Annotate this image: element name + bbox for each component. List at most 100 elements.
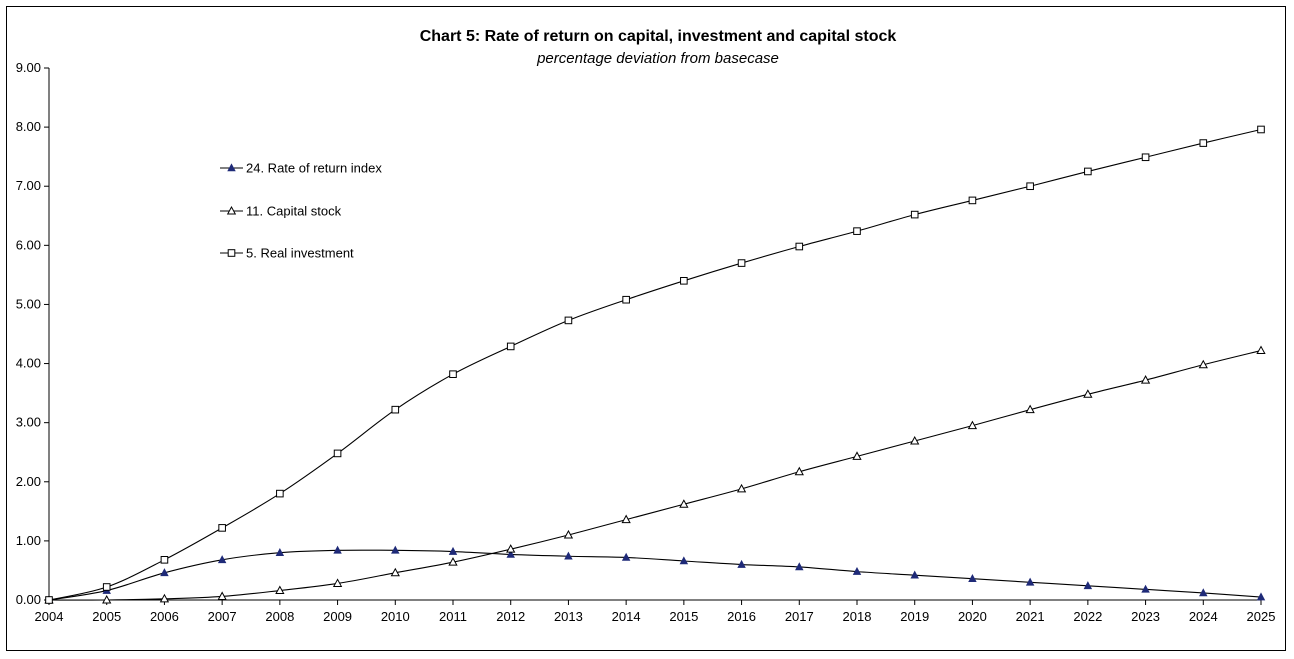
data-point	[968, 196, 977, 205]
data-point	[794, 466, 804, 476]
data-point	[218, 524, 226, 532]
x-tick-label: 2015	[669, 609, 698, 624]
data-point	[795, 562, 804, 571]
data-point	[102, 583, 111, 591]
data-point	[332, 578, 343, 587]
data-point	[1199, 139, 1208, 147]
data-point	[910, 570, 919, 579]
chart-subtitle: percentage deviation from basecase	[536, 50, 779, 67]
y-tick-label: 4.00	[16, 356, 41, 371]
data-point	[333, 449, 342, 458]
x-tick-label: 2010	[381, 609, 410, 624]
data-point	[1198, 359, 1208, 369]
legend-item: 24. Rate of return index	[220, 161, 382, 176]
data-point	[910, 210, 919, 219]
series-line	[48, 128, 1262, 601]
data-point	[852, 451, 862, 460]
data-point	[160, 556, 169, 564]
data-point	[679, 556, 689, 565]
data-point	[563, 529, 574, 539]
y-tick-label: 5.00	[16, 296, 41, 311]
data-point	[564, 551, 573, 560]
data-point	[737, 559, 746, 568]
legend-item: 5. Real investment	[220, 246, 354, 261]
y-tick-label: 2.00	[16, 474, 41, 489]
legend-marker	[227, 249, 236, 257]
data-point	[390, 567, 400, 577]
data-point	[506, 544, 516, 553]
data-point	[160, 568, 169, 577]
data-point	[737, 259, 746, 267]
data-point	[1256, 592, 1266, 601]
x-tick-label: 2018	[843, 609, 872, 624]
data-point	[853, 227, 861, 235]
data-point	[448, 546, 458, 555]
data-point	[333, 545, 342, 554]
legend-item: 11. Capital stock	[220, 204, 342, 219]
data-point	[217, 555, 227, 564]
data-point	[45, 596, 53, 604]
x-tick-label: 2023	[1131, 609, 1160, 624]
data-point	[564, 316, 573, 325]
data-point	[102, 594, 112, 604]
data-point	[1083, 581, 1093, 590]
data-point	[679, 499, 689, 508]
x-tick-label: 2020	[958, 609, 987, 624]
chart-title: Chart 5: Rate of return on capital, inve…	[420, 28, 897, 45]
series-2	[44, 345, 1266, 604]
x-tick-label: 2019	[900, 609, 929, 624]
x-tick-label: 2021	[1016, 609, 1045, 624]
series-3	[45, 125, 1265, 604]
y-tick-label: 7.00	[16, 178, 41, 193]
legend-label: 5. Real investment	[246, 246, 354, 261]
data-point	[622, 295, 630, 304]
x-tick-label: 2004	[35, 609, 64, 624]
x-tick-label: 2024	[1189, 609, 1218, 624]
data-point	[1025, 404, 1035, 414]
data-point	[1083, 389, 1093, 398]
data-point	[621, 552, 631, 561]
data-point	[680, 277, 688, 285]
legend-label: 11. Capital stock	[246, 204, 342, 219]
data-point	[276, 489, 284, 498]
series-layer	[44, 125, 1266, 604]
data-point	[217, 591, 227, 600]
data-point	[910, 435, 920, 445]
data-point	[159, 593, 170, 603]
x-tick-label: 2014	[612, 609, 641, 624]
y-tick-label: 0.00	[16, 592, 41, 607]
data-point	[1256, 345, 1266, 355]
data-point	[967, 420, 978, 430]
x-tick-label: 2006	[150, 609, 179, 624]
data-point	[968, 574, 977, 583]
data-point	[621, 514, 631, 524]
data-point	[448, 557, 458, 566]
data-point	[391, 545, 400, 554]
data-point	[506, 549, 515, 558]
series-line	[48, 549, 1262, 601]
data-point	[506, 342, 515, 351]
y-tick-label: 6.00	[16, 237, 41, 252]
legend-marker	[226, 205, 237, 215]
legend: 24. Rate of return index 11. Capital stoc…	[220, 161, 382, 261]
data-point	[1257, 125, 1265, 134]
x-tick-label: 2012	[496, 609, 525, 624]
data-point	[275, 548, 285, 557]
data-point	[736, 483, 747, 493]
x-tick-label: 2017	[785, 609, 814, 624]
data-point	[1026, 182, 1034, 191]
data-point	[449, 370, 457, 378]
x-tick-label: 2008	[265, 609, 294, 624]
data-point	[795, 242, 804, 251]
data-point	[852, 566, 862, 575]
legend-marker	[227, 163, 236, 172]
data-point	[1140, 375, 1151, 384]
y-tick-label: 8.00	[16, 119, 41, 134]
x-tick-label: 2009	[323, 609, 352, 624]
x-tick-label: 2016	[727, 609, 756, 624]
data-point	[391, 405, 400, 414]
data-point	[1141, 153, 1150, 162]
data-point	[1199, 588, 1208, 597]
x-tick-label: 2025	[1247, 609, 1276, 624]
series-1	[44, 545, 1266, 604]
